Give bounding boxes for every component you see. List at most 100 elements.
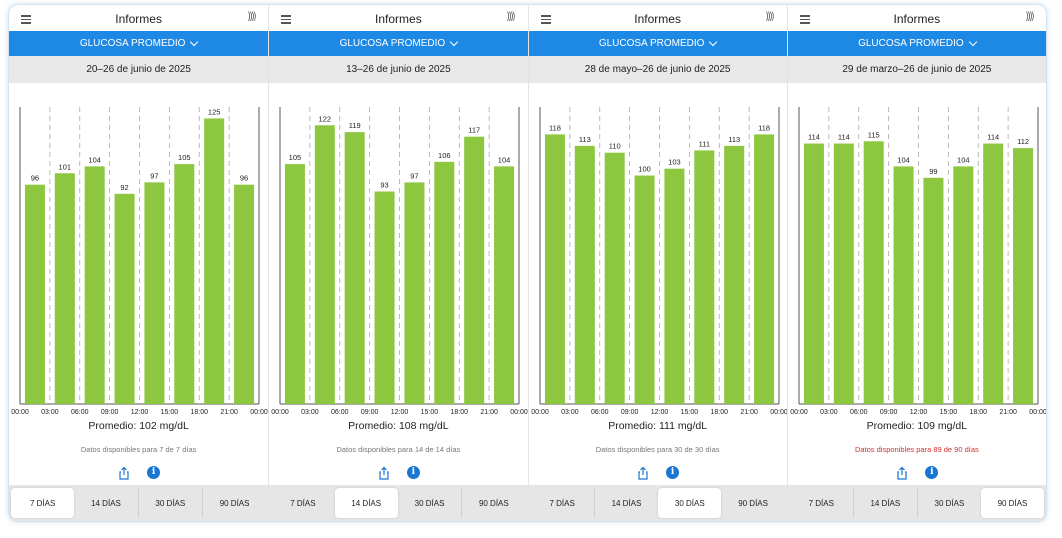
bar-chart-svg: 114 114 115 104 99 104 114 112 00:00 03:00 06:00 09… [790,107,1046,416]
tab-7-days[interactable]: 7 DÍAS [290,498,316,508]
x-tick-label: 18:00 [451,409,469,416]
page-title: Informes [115,12,162,26]
share-icon[interactable] [117,466,131,480]
tab-7-days[interactable]: 7 DÍAS [11,488,75,518]
x-tick-label: 00:00 [531,409,549,416]
hamburger-icon[interactable] [281,15,292,24]
x-tick-label: 12:00 [909,409,927,416]
bar [464,136,485,404]
tab-30-days[interactable]: 30 DÍAS [916,488,981,518]
bar [953,166,974,404]
tab-30-days[interactable]: 30 DÍAS [658,488,722,518]
bar [893,166,914,404]
tab-14-days[interactable]: 14 DÍAS [91,498,121,508]
bar [54,173,75,404]
nfc-signal-icon: )))) [766,11,774,22]
app-header: Informes )))) [269,5,528,31]
date-range-bar: 20–26 de junio de 2025 [9,56,269,83]
tab-90-days[interactable]: 90 DÍAS [201,488,266,518]
x-tick-label: 00:00 [250,409,268,416]
bar-value-label: 119 [349,121,361,130]
x-tick-label: 00:00 [11,409,29,416]
x-tick-label: 00:00 [510,409,527,416]
bar-chart-svg: 105 122 119 93 97 106 117 104 00:00 03:00 06:00 09:… [271,107,528,416]
bar-value-label: 96 [31,174,39,183]
x-tick-label: 18:00 [710,409,728,416]
date-range-bar: 13–26 de junio de 2025 [269,56,528,83]
tab-30-days[interactable]: 30 DÍAS [137,488,202,518]
page-title: Informes [893,12,941,26]
tab-90-days[interactable]: 90 DÍAS [980,488,1044,518]
bar-value-label: 115 [867,130,879,139]
share-icon[interactable] [636,466,650,480]
chevron-down-icon [449,37,459,46]
action-icons: i [9,466,268,480]
period-tabs: 7 DÍAS 14 DÍAS 30 DÍAS 90 DÍAS [269,485,528,521]
data-availability: Datos disponibles para 7 de 7 días [80,445,197,454]
tab-90-days[interactable]: 90 DÍAS [461,488,525,518]
hamburger-icon[interactable] [540,15,551,24]
report-type-label: GLUCOSA PROMEDIO [598,38,705,49]
app-header: Informes )))) [9,5,269,31]
bar [374,191,395,404]
x-tick-label: 09:00 [101,409,119,416]
hamburger-icon[interactable] [799,15,810,24]
average-glucose-chart: 114 114 115 104 99 104 114 112 00:00 03:00 06:00 09… [788,103,1046,421]
tab-14-days[interactable]: 14 DÍAS [852,488,917,518]
bar-value-label: 101 [59,162,72,171]
hamburger-icon[interactable] [21,15,31,24]
app-header: Informes )))) [787,5,1046,31]
report-panel-3: Informes )))) GLUCOSA PROMEDIO 28 de may… [527,5,787,521]
info-icon[interactable]: i [406,466,420,479]
x-tick-label: 21:00 [740,409,758,416]
tab-14-days[interactable]: 14 DÍAS [334,488,398,518]
bar [1012,148,1033,404]
bar [693,150,714,404]
page-title: Informes [634,12,681,26]
bar [344,132,365,404]
bar-value-label: 92 [120,183,128,192]
x-tick-label: 21:00 [481,409,499,416]
info-icon[interactable]: i [925,466,939,479]
action-icons: i [788,466,1046,480]
action-icons: i [269,466,527,480]
x-tick-label: 12:00 [131,409,149,416]
average-glucose-chart: 105 122 119 93 97 106 117 104 00:00 03:00 06:00 09:… [269,103,528,421]
nfc-signal-icon: )))) [507,11,515,22]
tab-14-days[interactable]: 14 DÍAS [593,488,658,518]
share-icon[interactable] [377,466,391,480]
bar [84,166,105,404]
x-tick-label: 12:00 [650,409,668,416]
report-panel-4: Informes )))) GLUCOSA PROMEDIO 29 de mar… [786,5,1046,521]
x-tick-label: 00:00 [1029,409,1046,416]
report-type-dropdown[interactable]: GLUCOSA PROMEDIO [528,31,787,56]
bar [285,164,306,404]
x-tick-label: 21:00 [999,409,1017,416]
bar [604,152,625,404]
bar [833,143,854,405]
tab-7-days[interactable]: 7 DÍAS [549,498,575,508]
reports-comparison: Informes )))) GLUCOSA PROMEDIO 20–26 de … [8,4,1047,522]
bar [753,134,774,404]
bar [803,143,824,405]
tab-7-days[interactable]: 7 DÍAS [808,498,834,508]
bar-value-label: 112 [1017,137,1029,146]
bar-value-label: 113 [728,135,740,144]
nfc-signal-icon: )))) [247,11,256,22]
info-icon[interactable]: i [147,466,161,479]
report-type-dropdown[interactable]: GLUCOSA PROMEDIO [269,31,528,56]
tab-90-days[interactable]: 90 DÍAS [738,498,768,508]
x-tick-label: 06:00 [590,409,608,416]
report-type-dropdown[interactable]: GLUCOSA PROMEDIO [9,31,269,56]
share-icon[interactable] [895,466,909,480]
bar-value-label: 100 [638,165,651,174]
data-availability: Datos disponibles para 14 de 14 días [336,445,461,454]
bar-value-label: 114 [808,133,820,142]
date-range-label: 28 de mayo–26 de junio de 2025 [584,64,731,75]
date-range-label: 13–26 de junio de 2025 [346,64,451,75]
report-type-dropdown[interactable]: GLUCOSA PROMEDIO [787,31,1046,56]
info-icon[interactable]: i [666,466,680,479]
tab-30-days[interactable]: 30 DÍAS [414,498,445,508]
bar-value-label: 104 [498,155,511,164]
x-tick-label: 06:00 [71,409,89,416]
